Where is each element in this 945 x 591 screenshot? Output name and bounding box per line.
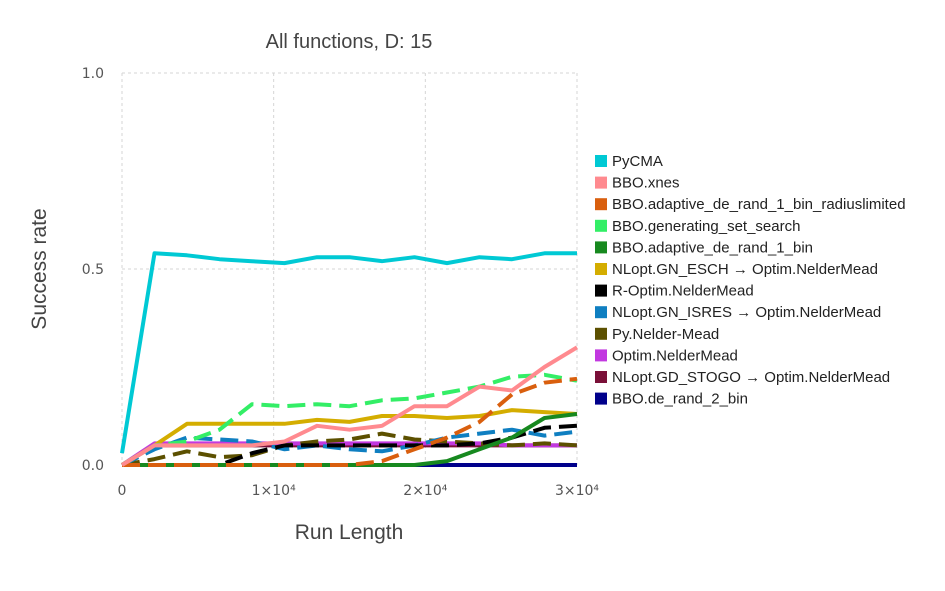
- legend-label: BBO.adaptive_de_rand_1_bin_radiuslimited: [612, 196, 906, 213]
- x-tick-label: 1×10⁴: [252, 483, 296, 499]
- legend-label: NLopt.GD_STOGO → Optim.NelderMead: [612, 369, 890, 386]
- y-axis-title: Success rate: [28, 208, 51, 329]
- series-line: [120, 372, 578, 467]
- y-tick-label: 0.5: [82, 262, 104, 278]
- legend-swatch: [595, 198, 607, 211]
- legend-label: NLopt.GN_ESCH → Optim.NelderMead: [612, 261, 878, 278]
- x-tick-label: 0: [118, 483, 127, 499]
- legend-swatch: [595, 284, 607, 297]
- plot-area: [120, 251, 579, 467]
- legend: PyCMA BBO.xnes BBO.adaptive_de_rand_1_bin_…: [595, 153, 906, 408]
- legend-label: Optim.NelderMead: [612, 347, 738, 364]
- x-tick-label: 2×10⁴: [403, 483, 447, 499]
- legend-label: BBO.de_rand_2_bin: [612, 391, 748, 408]
- series-line: [120, 345, 579, 467]
- legend-label: NLopt.GN_ISRES → Optim.NelderMead: [612, 304, 881, 321]
- legend-swatch: [595, 241, 607, 254]
- series-line: [122, 412, 578, 467]
- legend-label: BBO.adaptive_de_rand_1_bin: [612, 239, 813, 256]
- legend-label: PyCMA: [612, 153, 663, 170]
- axis-ticks: 0 1×10⁴ 2×10⁴ 3×10⁴ 0.0 0.5 1.0: [82, 66, 600, 499]
- legend-swatch: [595, 155, 607, 167]
- x-tick-label: 3×10⁴: [555, 483, 599, 499]
- series-line: [120, 251, 577, 454]
- series-line: [122, 376, 578, 467]
- legend-swatch: [595, 263, 607, 275]
- chart-title: All functions, D: 15: [266, 31, 433, 53]
- legend-label: BBO.generating_set_search: [612, 218, 800, 235]
- legend-label: R-Optim.NelderMead: [612, 283, 754, 300]
- legend-swatch: [595, 176, 607, 189]
- legend-swatch: [595, 219, 607, 232]
- legend-swatch: [595, 327, 607, 340]
- y-tick-label: 1.0: [82, 66, 104, 82]
- legend-swatch: [595, 392, 607, 405]
- legend-swatch: [595, 349, 607, 362]
- x-axis-title: Run Length: [295, 521, 404, 544]
- y-tick-label: 0.0: [82, 458, 104, 474]
- legend-swatch: [595, 306, 607, 319]
- legend-label: BBO.xnes: [612, 175, 680, 192]
- series-line: [120, 408, 578, 467]
- legend-label: Py.Nelder-Mead: [612, 326, 719, 343]
- legend-swatch: [595, 371, 607, 383]
